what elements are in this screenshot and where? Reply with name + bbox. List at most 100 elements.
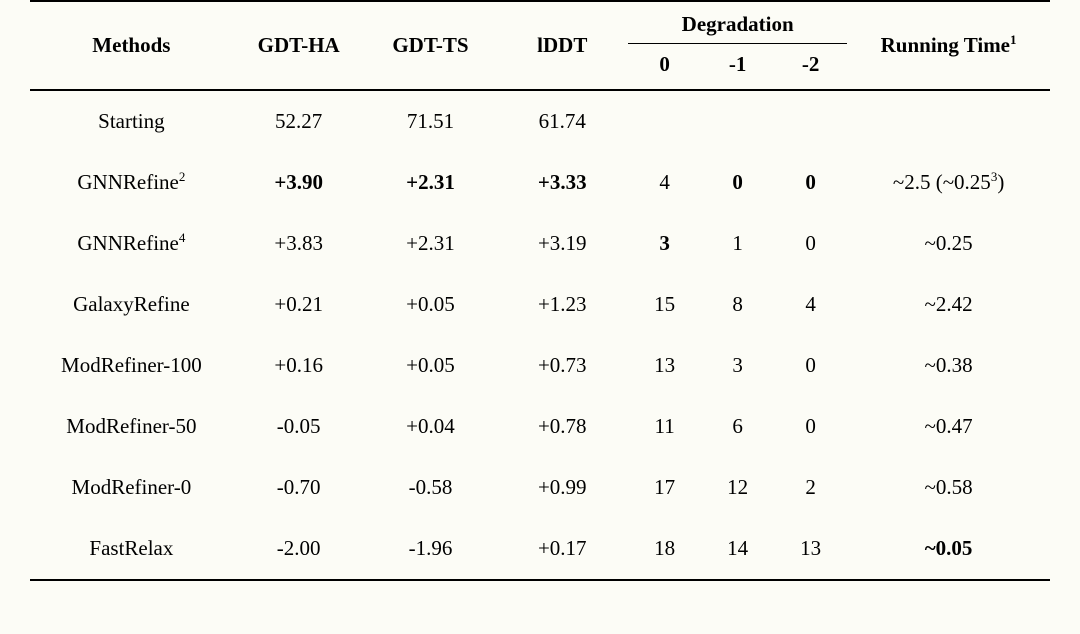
cell-time: ~0.05 <box>847 518 1050 580</box>
cell-gdtha: -0.05 <box>233 396 365 457</box>
cell-gdtha: 52.27 <box>233 90 365 152</box>
col-header-gdtts: GDT-TS <box>365 1 497 90</box>
cell-method: ModRefiner-0 <box>30 457 233 518</box>
cell-lddt: +1.23 <box>496 274 628 335</box>
cell-time-text: ~2.42 <box>925 292 973 316</box>
col-header-deg2: -2 <box>774 44 847 91</box>
cell-deg1: 1 <box>701 213 774 274</box>
col-header-gdtha: GDT-HA <box>233 1 365 90</box>
cell-method-text: GNNRefine <box>77 231 178 255</box>
cell-method-sup: 2 <box>179 169 186 184</box>
cell-deg1: 14 <box>701 518 774 580</box>
cell-time-tail: ) <box>997 170 1004 194</box>
cell-time: ~0.25 <box>847 213 1050 274</box>
table-row: GalaxyRefine +0.21+0.05+1.231584 ~2.42 <box>30 274 1050 335</box>
cell-time: ~2.5 (~0.253) <box>847 152 1050 213</box>
cell-time-text: ~0.58 <box>925 475 973 499</box>
table-row: ModRefiner-0-0.70-0.58+0.9917122~0.58 <box>30 457 1050 518</box>
cell-time: ~2.42 <box>847 274 1050 335</box>
cell-method: GNNRefine2 <box>30 152 233 213</box>
table-row: FastRelax -2.00-1.96+0.17181413 ~0.05 <box>30 518 1050 580</box>
cell-time-text: ~0.05 <box>925 536 973 560</box>
cell-deg0 <box>628 90 701 152</box>
table-row: GNNRefine2+3.90+2.31+3.33400~2.5 (~0.253… <box>30 152 1050 213</box>
cell-time: ~0.47 <box>847 396 1050 457</box>
cell-deg2: 0 <box>774 213 847 274</box>
cell-method-text: ModRefiner-0 <box>72 475 192 499</box>
table-row: Starting 52.2771.5161.74 <box>30 90 1050 152</box>
cell-deg0: 15 <box>628 274 701 335</box>
cell-deg1: 6 <box>701 396 774 457</box>
cell-deg0: 3 <box>628 213 701 274</box>
cell-time-text: ~2.5 (~0.25 <box>893 170 991 194</box>
cell-deg2: 0 <box>774 396 847 457</box>
cell-method-text: ModRefiner-50 <box>66 414 196 438</box>
cell-gdtts: +0.05 <box>365 274 497 335</box>
cell-lddt: 61.74 <box>496 90 628 152</box>
cell-deg1 <box>701 90 774 152</box>
results-table-body: Starting52.2771.5161.74GNNRefine2+3.90+2… <box>30 90 1050 580</box>
cell-gdtts: +2.31 <box>365 152 497 213</box>
results-table-container: Methods GDT-HA GDT-TS lDDT Degradation R… <box>0 0 1080 581</box>
cell-time: ~0.38 <box>847 335 1050 396</box>
cell-method: GNNRefine4 <box>30 213 233 274</box>
cell-time-text: ~0.38 <box>925 353 973 377</box>
cell-gdtts: +0.05 <box>365 335 497 396</box>
cell-deg0: 18 <box>628 518 701 580</box>
cell-gdtts: -1.96 <box>365 518 497 580</box>
cell-deg1: 3 <box>701 335 774 396</box>
cell-deg1: 8 <box>701 274 774 335</box>
cell-deg1: 12 <box>701 457 774 518</box>
cell-method: GalaxyRefine <box>30 274 233 335</box>
cell-gdtha: +0.16 <box>233 335 365 396</box>
cell-method: ModRefiner-50 <box>30 396 233 457</box>
cell-deg2: 0 <box>774 335 847 396</box>
cell-gdtha: +3.83 <box>233 213 365 274</box>
col-header-running-time: Running Time1 <box>847 1 1050 90</box>
cell-gdtha: +0.21 <box>233 274 365 335</box>
cell-deg0: 13 <box>628 335 701 396</box>
col-header-deg1: -1 <box>701 44 774 91</box>
cell-gdtha: -2.00 <box>233 518 365 580</box>
cell-method-text: GalaxyRefine <box>73 292 190 316</box>
cell-method-text: FastRelax <box>89 536 173 560</box>
cell-method: FastRelax <box>30 518 233 580</box>
cell-lddt: +0.17 <box>496 518 628 580</box>
col-header-deg0: 0 <box>628 44 701 91</box>
cell-method-text: Starting <box>98 109 165 133</box>
cell-gdtha: -0.70 <box>233 457 365 518</box>
col-header-methods: Methods <box>30 1 233 90</box>
cell-lddt: +0.73 <box>496 335 628 396</box>
table-row: ModRefiner-50 -0.05+0.04+0.781160 ~0.47 <box>30 396 1050 457</box>
cell-method-text: ModRefiner-100 <box>61 353 202 377</box>
cell-lddt: +3.33 <box>496 152 628 213</box>
table-row: GNNRefine4+3.83+2.31+3.19310~0.25 <box>30 213 1050 274</box>
cell-gdtts: +2.31 <box>365 213 497 274</box>
cell-time: ~0.58 <box>847 457 1050 518</box>
cell-method: Starting <box>30 90 233 152</box>
cell-method-text: GNNRefine <box>77 170 178 194</box>
cell-deg2 <box>774 90 847 152</box>
cell-deg2: 4 <box>774 274 847 335</box>
col-header-running-time-text: Running Time <box>881 33 1010 57</box>
cell-deg1: 0 <box>701 152 774 213</box>
cell-lddt: +0.78 <box>496 396 628 457</box>
cell-deg2: 2 <box>774 457 847 518</box>
col-group-degradation: Degradation <box>628 1 847 44</box>
col-header-running-time-sup: 1 <box>1010 32 1017 47</box>
col-header-lddt: lDDT <box>496 1 628 90</box>
cell-gdtts: 71.51 <box>365 90 497 152</box>
cell-deg2: 13 <box>774 518 847 580</box>
cell-time-text: ~0.25 <box>925 231 973 255</box>
cell-time-text: ~0.47 <box>925 414 973 438</box>
cell-deg0: 17 <box>628 457 701 518</box>
cell-deg2: 0 <box>774 152 847 213</box>
cell-gdtts: +0.04 <box>365 396 497 457</box>
cell-method: ModRefiner-100 <box>30 335 233 396</box>
cell-gdtha: +3.90 <box>233 152 365 213</box>
cell-deg0: 11 <box>628 396 701 457</box>
table-row: ModRefiner-100 +0.16+0.05+0.731330 ~0.38 <box>30 335 1050 396</box>
cell-time <box>847 90 1050 152</box>
cell-deg0: 4 <box>628 152 701 213</box>
cell-lddt: +0.99 <box>496 457 628 518</box>
